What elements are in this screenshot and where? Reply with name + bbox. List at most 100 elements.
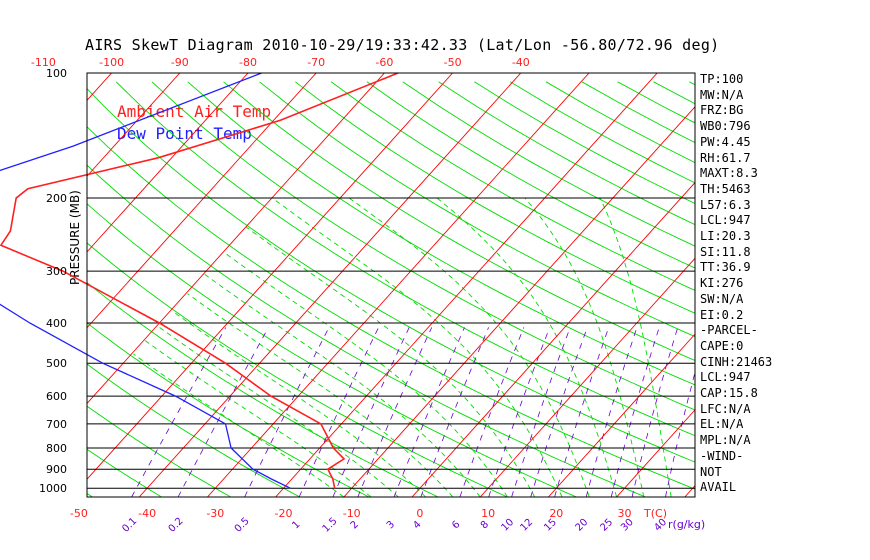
dry-adiabat	[689, 81, 695, 86]
stability-index: MW:N/A	[700, 87, 744, 102]
isotherm	[207, 73, 590, 497]
stability-index: WB0:796	[700, 119, 751, 134]
mixing-ratio-label: 0.5	[233, 516, 252, 535]
isotherm	[87, 73, 453, 480]
top-temp-tick-label: -70	[307, 56, 325, 69]
isotherm	[753, 73, 870, 497]
dry-adiabat	[438, 81, 695, 226]
bottom-temp-tick-label: 10	[481, 507, 495, 520]
plot-area	[0, 73, 870, 497]
moist-adiabat	[245, 226, 536, 497]
top-temp-tick-label: -90	[171, 56, 189, 69]
mixing-ratio-line	[585, 327, 638, 497]
dry-adiabat	[151, 81, 695, 411]
moist-adiabat	[159, 327, 399, 497]
mixing-ratio-label: 6	[450, 519, 462, 531]
pressure-tick-label: 900	[46, 463, 67, 476]
stability-index: SI:11.8	[700, 244, 751, 259]
pressure-tick-label: 700	[46, 418, 67, 431]
dry-adiabat	[797, 82, 870, 497]
moist-adiabat	[524, 197, 645, 497]
dry-adiabat	[87, 164, 646, 497]
stability-index: LCL:947	[700, 213, 751, 228]
legend-ambient-air-temp: Ambient Air Temp	[117, 102, 272, 121]
dry-adiabat	[259, 81, 695, 338]
moist-adiabat	[172, 310, 426, 497]
mixing-ratio-line	[631, 327, 679, 497]
mixing-ratio-line	[420, 327, 489, 497]
isotherm	[87, 73, 112, 102]
pressure-tick-label: 100	[46, 67, 67, 80]
stability-index: CAP:15.8	[700, 386, 758, 400]
mixing-ratio-line	[610, 327, 660, 497]
stability-index: L57:6.3	[700, 197, 751, 212]
isotherm	[684, 484, 695, 497]
dry-adiabat	[87, 405, 231, 497]
top-temp-tick-label: -50	[444, 56, 462, 69]
mixing-ratio-label: 1.5	[321, 516, 340, 535]
mixing-ratio-line	[393, 327, 465, 497]
stability-index: MAXT:8.3	[700, 166, 758, 181]
mixing-ratio-label: 25	[598, 517, 615, 534]
dry-adiabat	[295, 81, 695, 314]
stability-index: EL:N/A	[700, 417, 744, 432]
moist-adiabat	[271, 197, 563, 497]
stability-index: LI:20.3	[700, 229, 751, 243]
stability-index: LCL:947	[700, 370, 751, 385]
mixing-ratio-unit: r(g/kg)	[668, 518, 705, 531]
stability-index: -PARCEL-	[700, 323, 758, 338]
stability-index: SW:N/A	[700, 291, 744, 306]
dry-adiabat	[87, 448, 162, 497]
isotherm	[87, 73, 181, 177]
dry-adiabat	[87, 322, 370, 497]
pressure-tick-label: 200	[46, 192, 67, 205]
dry-adiabat	[725, 82, 870, 497]
isotherm	[87, 73, 385, 405]
pressure-tick-label: 500	[46, 357, 67, 370]
dry-adiabat	[402, 81, 695, 247]
bottom-temp-tick-label: 0	[416, 507, 423, 520]
stability-index: CAPE:0	[700, 338, 744, 353]
bottom-temp-tick-label: -40	[138, 507, 156, 520]
x-axis-label: T(C)	[643, 507, 667, 520]
bottom-temp-tick-label: -20	[275, 507, 293, 520]
bottom-temp-tick-label: 20	[549, 507, 563, 520]
stability-index: LFC:N/A	[700, 401, 751, 416]
stability-index: MPL:N/A	[700, 433, 751, 448]
bottom-temp-tick-label: -50	[70, 507, 88, 520]
bottom-temp-tick-label: 30	[618, 507, 632, 520]
dry-adiabat	[223, 81, 695, 361]
pressure-tick-label: 800	[46, 442, 67, 455]
isotherm	[0, 73, 43, 497]
pressure-tick-label: 600	[46, 390, 67, 403]
moist-adiabat	[204, 273, 481, 497]
mixing-ratio-line	[511, 327, 571, 497]
stability-index: CINH:21463	[700, 354, 773, 369]
moist-adiabat	[187, 293, 454, 497]
pressure-tick-label: 300	[46, 265, 67, 278]
top-temp-tick-label: -110	[31, 56, 56, 69]
dry-adiabat	[187, 81, 695, 386]
stability-index: NOT	[700, 464, 722, 479]
isotherm	[411, 181, 695, 497]
ambient-temp-line	[0, 72, 399, 489]
mixing-ratio-label: 20	[574, 517, 591, 534]
chart-title: AIRS SkewT Diagram 2010-10-29/19:33:42.3…	[85, 36, 720, 54]
dry-adiabat	[545, 81, 695, 164]
isotherm	[616, 409, 695, 497]
dry-adiabat	[87, 203, 577, 497]
isotherm	[479, 257, 695, 497]
stability-index: -WIND-	[700, 448, 744, 463]
pressure-tick-label: 400	[46, 317, 67, 330]
top-temp-tick-label: -60	[375, 56, 393, 69]
pressure-tick-label: 1000	[39, 482, 67, 495]
mixing-ratio-label: 12	[518, 517, 535, 534]
top-temp-tick-label: -40	[512, 56, 530, 69]
mixing-ratio-line	[554, 327, 610, 497]
isotherm	[548, 333, 695, 497]
top-temp-tick-label: -80	[239, 56, 257, 69]
stability-index: TP:100	[700, 72, 744, 86]
stability-index: FRZ:BG	[700, 103, 744, 118]
stability-index: KI:276	[700, 276, 744, 291]
